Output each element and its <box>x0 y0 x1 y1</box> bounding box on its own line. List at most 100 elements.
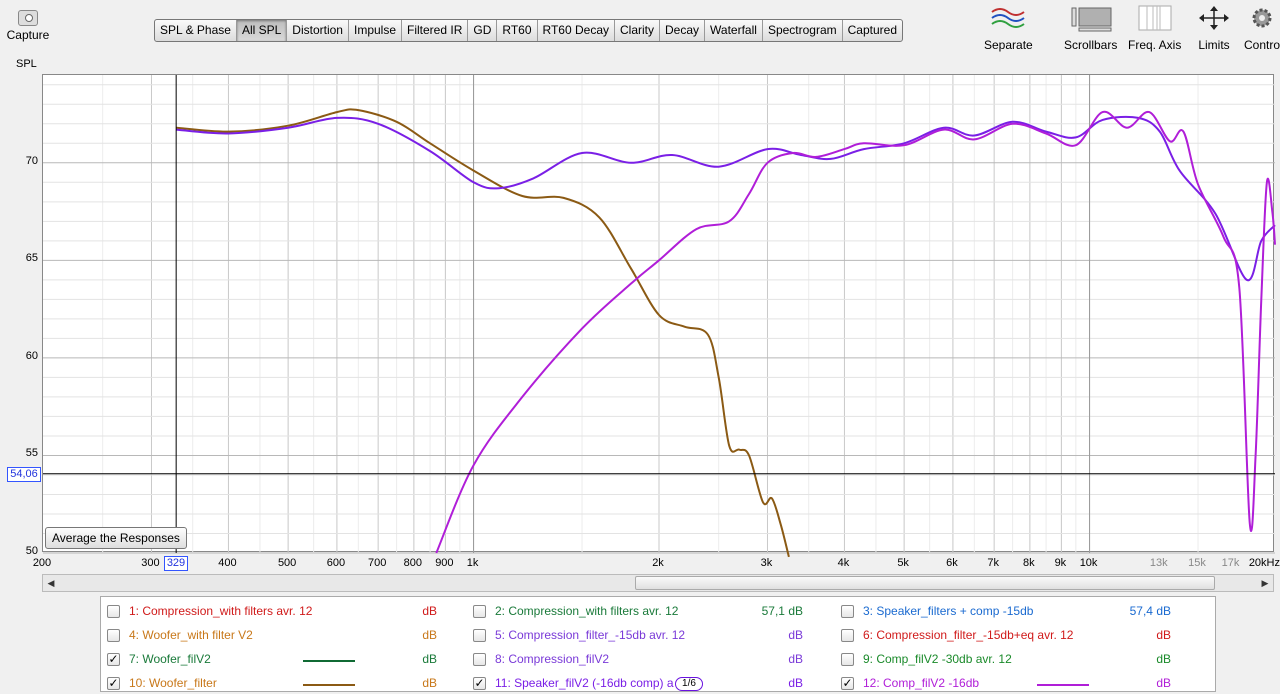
tab-filtered-ir[interactable]: Filtered IR <box>402 20 469 41</box>
x-tick-label: 900 <box>435 557 454 569</box>
legend-item: 3: Speaker_filters + comp -15db 57,4 dB <box>841 602 1201 622</box>
capture-button[interactable]: Capture <box>0 0 56 56</box>
horizontal-scrollbar[interactable]: ◀ ▶ <box>42 574 1274 592</box>
series-line <box>176 115 1276 281</box>
controls-button[interactable]: Controls <box>1244 4 1280 52</box>
legend-name: 4: Woofer_with filter V2 <box>129 628 253 642</box>
x-tick-label: 2k <box>652 557 664 569</box>
x-tick-label: 13k <box>1149 557 1168 569</box>
legend-value: dB <box>1156 652 1171 666</box>
y-tick-label: 70 <box>25 154 38 167</box>
scroll-thumb[interactable] <box>635 576 1215 590</box>
legend-name: 8: Compression_filV2 <box>495 652 610 666</box>
legend-item: 1: Compression_with filters avr. 12 dB <box>107 602 467 622</box>
tab-spectrogram[interactable]: Spectrogram <box>763 20 843 41</box>
x-tick-label: 8k <box>1023 557 1035 569</box>
scrollbars-label: Scrollbars <box>1064 38 1118 52</box>
legend-checkbox[interactable]: ✓ <box>107 676 120 690</box>
average-responses-button[interactable]: Average the Responses <box>45 527 187 549</box>
legend-item: ✓ 11: Speaker_filV2 (-16db comp) a 1/6 dB <box>473 674 833 694</box>
tab-clarity[interactable]: Clarity <box>615 20 661 41</box>
scroll-left-icon[interactable]: ◀ <box>47 578 55 588</box>
legend-item: 6: Compression_filter_-15db+eq avr. 12 dB <box>841 626 1201 646</box>
x-tick-label: 20kHz <box>1248 557 1280 569</box>
x-tick-label: 3k <box>760 557 773 569</box>
legend-checkbox[interactable] <box>841 605 854 618</box>
legend-item: ✓ 12: Comp_filV2 -16db dB <box>841 674 1201 694</box>
freq-axis-label: Freq. Axis <box>1128 38 1182 52</box>
legend-value: 57,4 dB <box>1129 604 1171 618</box>
legend-name: 3: Speaker_filters + comp -15db <box>863 604 1034 618</box>
capture-label: Capture <box>6 28 50 42</box>
spl-graph[interactable] <box>42 74 1276 558</box>
tab-captured[interactable]: Captured <box>847 23 898 37</box>
cursor-lines <box>43 75 1275 553</box>
legend-name: 12: Comp_filV2 -16db <box>863 676 980 690</box>
legend-checkbox[interactable]: ✓ <box>107 652 120 666</box>
separate-label: Separate <box>984 38 1033 52</box>
scroll-right-icon[interactable]: ▶ <box>1261 578 1269 588</box>
legend-item: 2: Compression_with filters avr. 12 57,1 … <box>473 602 833 622</box>
cursor-x-value: 329 <box>164 556 188 571</box>
tab-decay[interactable]: Decay <box>660 20 706 41</box>
freq-axis-button[interactable]: Freq. Axis <box>1128 4 1181 52</box>
x-tick-label: 700 <box>367 557 387 569</box>
x-tick-label: 9k <box>1054 557 1067 569</box>
tab-spl-phase[interactable]: SPL & Phase <box>155 20 237 41</box>
y-tick-label: 50 <box>25 545 38 557</box>
smoothing-badge[interactable]: 1/6 <box>675 677 703 691</box>
y-tick-label: 55 <box>25 447 38 460</box>
legend-checkbox[interactable] <box>473 605 486 618</box>
freq-axis-icon <box>1138 5 1172 31</box>
legend-name: 5: Compression_filter_-15db avr. 12 <box>495 628 686 642</box>
measurement-legend: 1: Compression_with filters avr. 12 dB 2: … <box>100 596 1216 692</box>
graph-tabs: SPL & Phase All SPL Distortion Impulse Filte… <box>154 19 904 42</box>
x-tick-label: 17k <box>1221 557 1240 569</box>
legend-value: dB <box>1156 676 1171 690</box>
x-tick-label: 600 <box>326 557 346 569</box>
x-tick-label: 200 <box>32 557 52 569</box>
legend-value: 57,1 dB <box>761 604 803 618</box>
legend-item: 4: Woofer_with filter V2 dB <box>107 626 467 646</box>
tab-waterfall[interactable]: Waterfall <box>705 20 763 41</box>
legend-name: 10: Woofer_filter <box>129 676 217 690</box>
series-line <box>176 108 790 558</box>
tab-rt60-decay[interactable]: RT60 Decay <box>538 20 615 41</box>
legend-checkbox[interactable] <box>473 653 486 666</box>
scrollbars-button[interactable]: Scrollbars <box>1064 4 1117 52</box>
legend-item: 5: Compression_filter_-15db avr. 12 dB <box>473 626 833 646</box>
tab-distortion[interactable]: Distortion <box>287 20 349 41</box>
x-tick-label: 1k <box>466 557 479 569</box>
legend-name: 2: Compression_with filters avr. 12 <box>495 604 679 618</box>
legend-value: dB <box>1156 628 1171 642</box>
legend-checkbox[interactable] <box>841 653 854 666</box>
legend-item: 8: Compression_filV2 dB <box>473 650 833 670</box>
separate-icon <box>991 8 1025 28</box>
legend-checkbox[interactable] <box>473 629 486 642</box>
tab-impulse[interactable]: Impulse <box>349 20 403 41</box>
limits-button[interactable]: Limits <box>1196 4 1232 52</box>
legend-name: 11: Speaker_filV2 (-16db comp) a <box>495 676 674 690</box>
graph-label: SPL <box>16 58 37 70</box>
legend-value: dB <box>788 628 803 642</box>
legend-line-sample <box>303 684 355 686</box>
legend-name: 9: Comp_filV2 -30db avr. 12 <box>863 652 1012 666</box>
tab-rt60[interactable]: RT60 <box>497 20 538 41</box>
legend-name: 6: Compression_filter_-15db+eq avr. 12 <box>863 628 1074 642</box>
separate-button[interactable]: Separate <box>984 4 1033 52</box>
x-tick-label: 7k <box>987 557 999 569</box>
x-tick-label: 300 <box>141 557 160 569</box>
legend-checkbox[interactable] <box>107 605 120 618</box>
legend-checkbox[interactable]: ✓ <box>841 676 854 690</box>
gear-icon <box>1252 8 1272 28</box>
tab-all-spl[interactable]: All SPL <box>236 20 288 41</box>
legend-checkbox[interactable] <box>841 629 854 642</box>
x-tick-label: 10k <box>1079 557 1098 569</box>
legend-checkbox[interactable] <box>107 629 120 642</box>
legend-checkbox[interactable]: ✓ <box>473 676 486 690</box>
y-tick-label: 60 <box>25 349 38 362</box>
legend-line-sample <box>1037 684 1089 686</box>
tab-gd[interactable]: GD <box>468 20 498 41</box>
controls-label: Controls <box>1244 38 1280 52</box>
limits-label: Limits <box>1198 38 1230 52</box>
